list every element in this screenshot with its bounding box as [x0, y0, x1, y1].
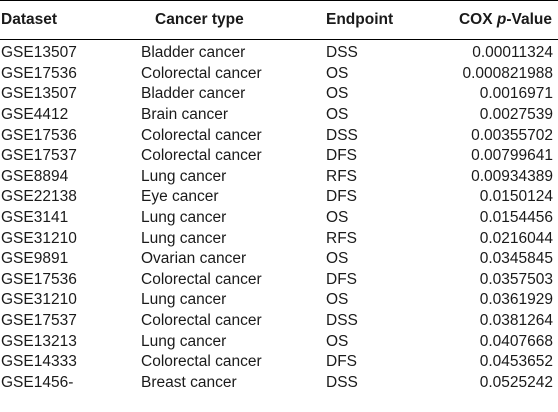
cell-cancer-type: Bladder cancer: [141, 44, 246, 62]
cell-endpoint: OS: [326, 106, 349, 124]
table-row: GSE9891 Ovarian cancer OS 0.0345845: [0, 249, 558, 270]
cell-cancer-type: Colorectal cancer: [141, 147, 262, 165]
cell-endpoint: DFS: [326, 353, 357, 371]
cell-cox-p-value: 0.0150124: [479, 188, 553, 206]
cell-endpoint: RFS: [326, 167, 357, 185]
cell-dataset: GSE22138: [1, 188, 77, 206]
cell-cox-p-value: 0.0154456: [479, 209, 553, 227]
cell-cancer-type: Ovarian cancer: [141, 250, 247, 268]
cell-endpoint: DSS: [326, 44, 358, 62]
cell-dataset: GSE13507: [1, 85, 77, 103]
table-row: GSE13507 Bladder cancer DSS 0.00011324: [0, 43, 558, 64]
table-row: GSE4412 Brain cancer OS 0.0027539: [0, 105, 558, 126]
cell-cancer-type: Breast cancer: [141, 373, 237, 391]
cell-dataset: GSE8894: [1, 167, 69, 185]
table-row: GSE31210 Lung cancer RFS 0.0216044: [0, 228, 558, 249]
table-row: GSE31210 Lung cancer OS 0.0361929: [0, 290, 558, 311]
header-cox-p: p: [496, 11, 507, 28]
table-row: GSE22138 Eye cancer DFS 0.0150124: [0, 187, 558, 208]
header-cancer-type: Cancer type: [155, 11, 244, 28]
cell-cancer-type: Lung cancer: [141, 209, 227, 227]
cell-cox-p-value: 0.0381264: [479, 312, 553, 330]
cell-endpoint: OS: [326, 291, 349, 309]
table-row: GSE13213 Lung cancer OS 0.0407668: [0, 331, 558, 352]
cell-cancer-type: Lung cancer: [141, 332, 227, 350]
cell-endpoint: DSS: [326, 126, 358, 144]
table-header: Dataset Cancer type Endpoint COX p-Value: [0, 0, 558, 40]
table-row: GSE8894 Lung cancer RFS 0.00934389: [0, 167, 558, 188]
table-row: GSE1456- Breast cancer DSS 0.0525242: [0, 373, 558, 394]
cell-cancer-type: Colorectal cancer: [141, 126, 262, 144]
cell-cancer-type: Eye cancer: [141, 188, 219, 206]
cell-cancer-type: Colorectal cancer: [141, 270, 262, 288]
header-cox-p-value: COX p-Value: [456, 11, 558, 29]
table-row: GSE17537 Colorectal cancer DFS 0.00799641: [0, 146, 558, 167]
header-endpoint: Endpoint: [326, 11, 394, 28]
table-row: GSE3141 Lung cancer OS 0.0154456: [0, 208, 558, 229]
cell-cox-p-value: 0.00355702: [471, 126, 553, 144]
table-row: GSE17537 Colorectal cancer DSS 0.0381264: [0, 311, 558, 332]
cell-endpoint: OS: [326, 250, 349, 268]
cell-dataset: GSE17537: [1, 147, 77, 165]
cell-cox-p-value: 0.0407668: [479, 332, 553, 350]
cell-cox-p-value: 0.00799641: [471, 147, 553, 165]
cell-cancer-type: Lung cancer: [141, 229, 227, 247]
cell-dataset: GSE17536: [1, 64, 77, 82]
cell-endpoint: OS: [326, 209, 349, 227]
cell-endpoint: DSS: [326, 373, 358, 391]
cell-dataset: GSE17536: [1, 126, 77, 144]
cell-cox-p-value: 0.000821988: [462, 64, 553, 82]
cell-dataset: GSE13507: [1, 44, 77, 62]
cell-cancer-type: Brain cancer: [141, 106, 229, 124]
cell-cox-p-value: 0.0361929: [479, 291, 553, 309]
cell-cox-p-value: 0.00011324: [472, 44, 553, 62]
cell-dataset: GSE17536: [1, 270, 77, 288]
cell-cox-p-value: 0.00934389: [471, 167, 553, 185]
cell-dataset: GSE9891: [1, 250, 69, 268]
cell-cox-p-value: 0.0525242: [479, 373, 553, 391]
cell-cox-p-value: 0.0016971: [479, 85, 553, 103]
cell-dataset: GSE17537: [1, 312, 77, 330]
cell-endpoint: RFS: [326, 229, 357, 247]
cell-endpoint: DFS: [326, 147, 357, 165]
cell-endpoint: DFS: [326, 270, 357, 288]
cell-dataset: GSE13213: [1, 332, 77, 350]
cell-cancer-type: Lung cancer: [141, 167, 227, 185]
table-row: GSE17536 Colorectal cancer DSS 0.00355702: [0, 125, 558, 146]
cell-endpoint: DSS: [326, 312, 358, 330]
cell-endpoint: OS: [326, 64, 349, 82]
cell-cancer-type: Colorectal cancer: [141, 312, 262, 330]
table-row: GSE14333 Colorectal cancer DFS 0.0453652: [0, 352, 558, 373]
header-cox-prefix: COX: [458, 11, 497, 28]
cell-cox-p-value: 0.0453652: [479, 353, 553, 371]
cell-cancer-type: Colorectal cancer: [141, 64, 262, 82]
cell-dataset: GSE3141: [1, 209, 69, 227]
results-table: Dataset Cancer type Endpoint COX p-Value…: [0, 0, 558, 393]
cell-dataset: GSE1456-: [1, 373, 74, 391]
cell-cox-p-value: 0.0345845: [479, 250, 553, 268]
table-row: GSE13507 Bladder cancer OS 0.0016971: [0, 84, 558, 105]
cell-endpoint: DFS: [326, 188, 357, 206]
cell-cox-p-value: 0.0027539: [479, 106, 553, 124]
cell-endpoint: OS: [326, 332, 349, 350]
cell-dataset: GSE14333: [1, 353, 77, 371]
cell-endpoint: OS: [326, 85, 349, 103]
table-row: GSE17536 Colorectal cancer OS 0.000821988: [0, 64, 558, 85]
cell-cancer-type: Colorectal cancer: [141, 353, 262, 371]
cell-cancer-type: Bladder cancer: [141, 85, 246, 103]
table-row: GSE17536 Colorectal cancer DFS 0.0357503: [0, 270, 558, 291]
cell-cancer-type: Lung cancer: [141, 291, 227, 309]
cell-dataset: GSE31210: [1, 229, 77, 247]
header-cox-suffix: -Value: [506, 11, 552, 28]
cell-cox-p-value: 0.0216044: [479, 229, 553, 247]
cell-cox-p-value: 0.0357503: [479, 270, 553, 288]
table-body: GSE13507 Bladder cancer DSS 0.00011324 GSE17…: [0, 40, 558, 393]
header-dataset: Dataset: [1, 11, 57, 28]
cell-dataset: GSE4412: [1, 106, 69, 124]
cell-dataset: GSE31210: [1, 291, 77, 309]
